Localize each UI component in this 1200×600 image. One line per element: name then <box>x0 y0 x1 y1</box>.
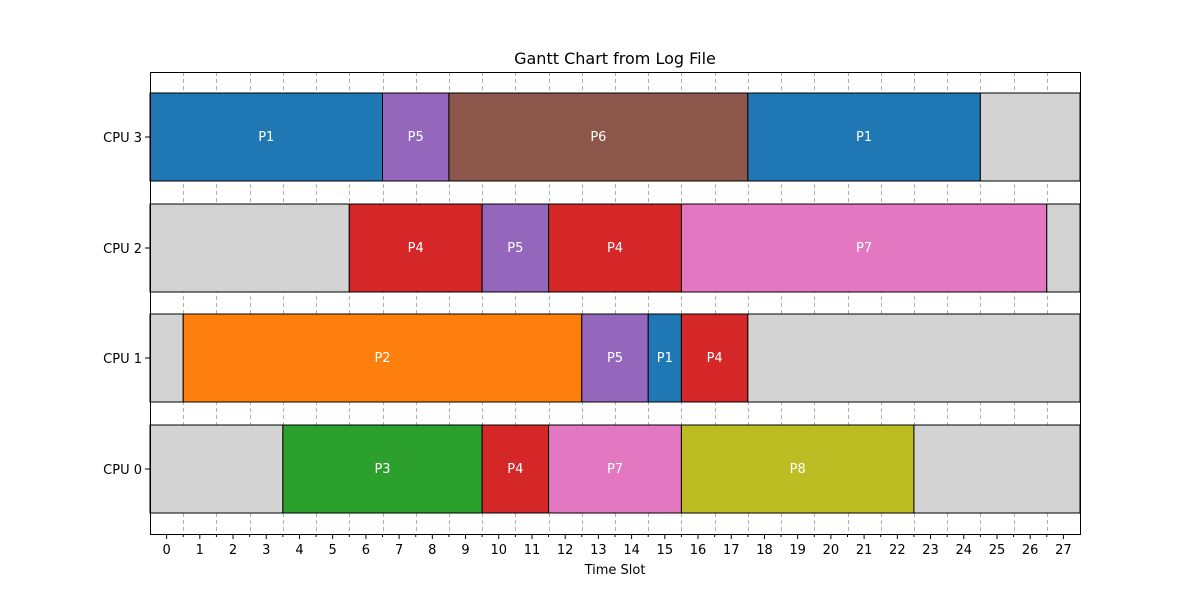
bar-label: P5 <box>507 241 523 256</box>
x-tick-label: 17 <box>723 543 740 558</box>
bars: P1 P5 P6 P1 P4 P5 P4 P7 P2 P5 P1 P4 P3 P4 P7 P8 <box>149 92 1081 514</box>
x-tick-label: 2 <box>229 543 237 558</box>
bar-p3 <box>282 424 483 514</box>
x-tick-label: 15 <box>657 543 674 558</box>
bar-idle <box>979 92 1081 182</box>
cpu-label: CPU 3 <box>103 131 142 146</box>
bar-p4 <box>548 203 682 293</box>
bar-idle <box>1046 203 1081 293</box>
x-tick-label: 7 <box>395 543 403 558</box>
bar-label: P7 <box>856 241 872 256</box>
x-tick-label: 18 <box>756 543 773 558</box>
x-tick-label: 26 <box>1022 543 1039 558</box>
bar-p1 <box>647 313 682 403</box>
bar-idle <box>747 313 1081 403</box>
x-tick-label: 27 <box>1055 543 1072 558</box>
x-tick-label: 24 <box>955 543 972 558</box>
bar-idle <box>149 203 350 293</box>
bar-p5 <box>581 313 649 403</box>
bar-label: P7 <box>607 462 623 477</box>
bar-p8 <box>680 424 915 514</box>
x-tick-label: 10 <box>490 543 507 558</box>
x-tick-label: 20 <box>823 543 840 558</box>
bar-p5 <box>481 203 550 293</box>
bar-p4 <box>481 424 550 514</box>
bar-label: P1 <box>856 130 872 145</box>
cpu-label: CPU 1 <box>103 352 142 367</box>
bar-p1 <box>747 92 981 182</box>
x-tick-label: 23 <box>922 543 939 558</box>
x-tick-label: 25 <box>989 543 1006 558</box>
x-tick-label: 3 <box>262 543 270 558</box>
bar-label: P1 <box>258 130 274 145</box>
bar-label: P1 <box>657 351 673 366</box>
bar-idle <box>149 313 184 403</box>
bar-p6 <box>448 92 749 182</box>
y-axis-labels: CPU 3 CPU 2 CPU 1 CPU 0 <box>103 131 150 478</box>
x-tick-label: 4 <box>295 543 303 558</box>
x-axis-ticks: 0 1 2 3 4 5 6 7 8 9 10 11 12 13 14 15 16 17 18 19 20 21 22 23 24… <box>162 534 1072 558</box>
bar-p7 <box>680 203 1048 293</box>
x-tick-label: 22 <box>889 543 906 558</box>
x-tick-label: 11 <box>524 543 541 558</box>
bar-p2 <box>182 313 583 403</box>
bar-label: P4 <box>607 241 623 256</box>
x-axis-label: Time Slot <box>584 563 646 578</box>
bar-p4 <box>348 203 483 293</box>
bar-label: P5 <box>607 351 623 366</box>
bar-label: P8 <box>790 462 806 477</box>
x-tick-label: 5 <box>329 543 337 558</box>
bar-label: P5 <box>408 130 424 145</box>
bar-label: P2 <box>374 351 390 366</box>
cpu-label: CPU 2 <box>103 242 142 257</box>
x-tick-label: 0 <box>162 543 170 558</box>
bar-idle <box>913 424 1081 514</box>
x-tick-label: 13 <box>590 543 607 558</box>
x-tick-label: 8 <box>428 543 436 558</box>
bar-p4 <box>680 313 749 403</box>
x-tick-label: 6 <box>362 543 370 558</box>
x-tick-label: 1 <box>196 543 204 558</box>
cpu-label: CPU 0 <box>103 463 142 478</box>
x-tick-label: 16 <box>690 543 707 558</box>
x-tick-label: 9 <box>461 543 469 558</box>
chart-title: Gantt Chart from Log File <box>514 49 716 68</box>
x-tick-label: 19 <box>789 543 806 558</box>
bar-label: P6 <box>590 130 606 145</box>
bar-idle <box>149 424 284 514</box>
x-tick-label: 12 <box>557 543 574 558</box>
bar-label: P3 <box>374 462 390 477</box>
bar-p7 <box>548 424 682 514</box>
bar-label: P4 <box>507 462 523 477</box>
bar-label: P4 <box>707 351 723 366</box>
x-tick-label: 14 <box>623 543 640 558</box>
x-tick-label: 21 <box>856 543 873 558</box>
bar-label: P4 <box>408 241 424 256</box>
